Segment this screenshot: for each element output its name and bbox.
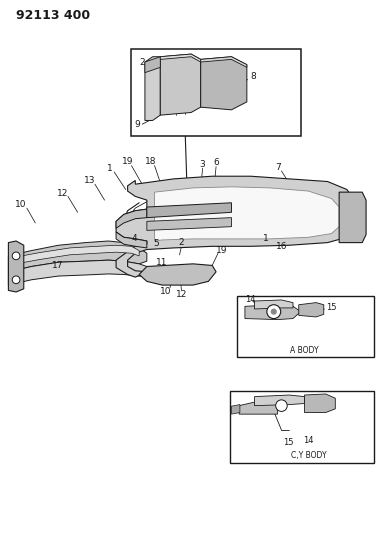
Polygon shape [305, 394, 335, 413]
Text: 92113 400: 92113 400 [16, 9, 90, 22]
Polygon shape [8, 241, 24, 292]
Polygon shape [116, 209, 147, 228]
Circle shape [276, 400, 287, 411]
Text: 2: 2 [139, 58, 145, 67]
Circle shape [12, 276, 20, 284]
Polygon shape [8, 260, 147, 285]
Text: 5: 5 [154, 239, 159, 248]
Text: 12: 12 [176, 289, 187, 298]
Polygon shape [160, 54, 201, 115]
Text: A BODY: A BODY [290, 346, 319, 355]
Polygon shape [232, 405, 240, 414]
Text: 8: 8 [250, 72, 256, 82]
Circle shape [177, 270, 186, 279]
Polygon shape [145, 56, 160, 72]
Text: 12: 12 [57, 189, 69, 198]
Polygon shape [254, 395, 305, 406]
Polygon shape [139, 264, 216, 285]
Text: 15: 15 [283, 438, 294, 447]
Polygon shape [201, 56, 247, 110]
Polygon shape [116, 232, 147, 248]
Text: 2: 2 [179, 238, 184, 247]
Text: 19: 19 [216, 246, 228, 255]
Polygon shape [299, 303, 324, 317]
Bar [132, 49, 301, 136]
Polygon shape [8, 241, 147, 272]
Text: 15: 15 [326, 303, 336, 312]
Text: 13: 13 [84, 176, 96, 185]
Circle shape [12, 252, 20, 260]
Polygon shape [145, 56, 160, 120]
Polygon shape [239, 400, 278, 414]
Circle shape [271, 309, 277, 314]
Polygon shape [116, 176, 354, 277]
Polygon shape [245, 305, 301, 320]
Polygon shape [339, 192, 366, 243]
Text: 3: 3 [200, 160, 205, 169]
Circle shape [267, 305, 281, 319]
Text: 11: 11 [156, 259, 167, 267]
Text: 4: 4 [132, 235, 137, 244]
Text: 14: 14 [303, 436, 314, 445]
Text: 16: 16 [276, 242, 287, 251]
Bar [237, 296, 374, 357]
Polygon shape [147, 217, 232, 230]
Text: 17: 17 [52, 261, 63, 270]
Text: 10: 10 [15, 200, 27, 209]
Text: 18: 18 [145, 157, 156, 166]
Polygon shape [16, 245, 139, 264]
Polygon shape [147, 203, 232, 217]
Text: 19: 19 [122, 157, 134, 166]
Bar [230, 391, 374, 463]
Text: 6: 6 [213, 158, 219, 167]
Polygon shape [160, 54, 201, 62]
Polygon shape [201, 56, 247, 67]
Polygon shape [254, 300, 293, 309]
Text: C,Y BODY: C,Y BODY [291, 450, 326, 459]
Text: 10: 10 [160, 287, 172, 296]
Polygon shape [154, 187, 339, 241]
Text: 1: 1 [263, 235, 269, 244]
Text: 9: 9 [135, 120, 140, 129]
Text: 14: 14 [245, 295, 255, 304]
Text: 7: 7 [275, 163, 281, 172]
Text: 1: 1 [107, 164, 113, 173]
